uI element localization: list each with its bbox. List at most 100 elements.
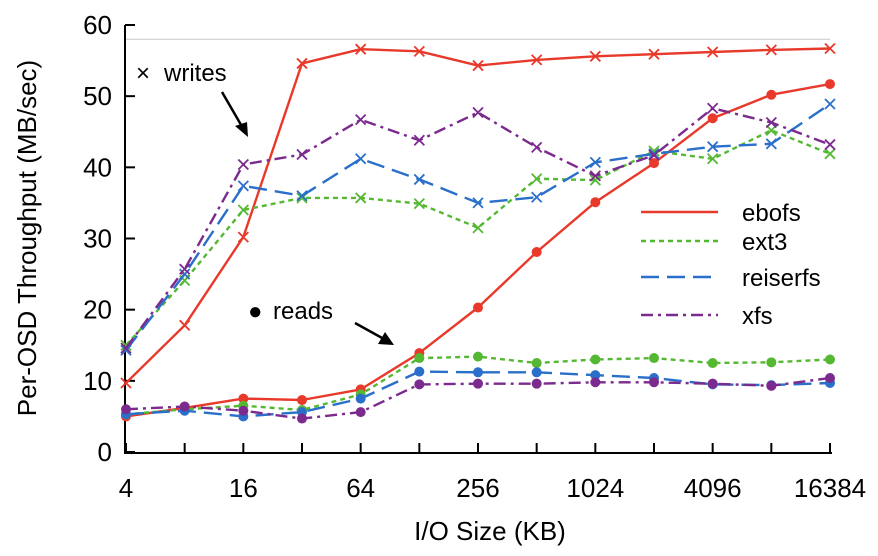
xfs-write-point: [179, 263, 191, 275]
series-layer: [120, 42, 836, 424]
reiserfs-read-point: [531, 367, 542, 378]
xfs-write-point: [824, 138, 836, 151]
xfs-write-point: [531, 141, 543, 154]
xfs-write-point: [237, 158, 249, 171]
axes: 0 10 20 30 40 50 60 4 16 64 256 1024 4096 16384: [83, 10, 866, 503]
xfs-read-point: [121, 404, 131, 415]
xfs-read-point: [590, 377, 601, 388]
x-axis-label: I/O Size (KB): [414, 516, 566, 546]
ext3-read-point: [766, 357, 777, 368]
y-tick-label: 30: [83, 224, 112, 254]
writes-arrow-shaft: [220, 91, 246, 131]
reiserfs-write-point: [355, 153, 367, 165]
xfs-read-point: [649, 377, 659, 388]
ebofs-read-point: [825, 79, 835, 90]
reads-symbol: ●: [248, 298, 263, 325]
xfs-write-point: [707, 102, 719, 114]
reiserfs-read-point: [355, 393, 366, 404]
xfs-write-point: [765, 116, 777, 129]
xfs-write-point: [472, 106, 484, 119]
reiserfs-write-point: [531, 191, 543, 203]
ebofs-write-point: [824, 42, 836, 55]
ebofs-write-point: [531, 54, 543, 66]
y-axis-label: Per-OSD Throughput (MB/sec): [12, 60, 42, 416]
legend-label-reiserfs: reiserfs: [742, 265, 821, 292]
reiserfs-write-point: [237, 180, 249, 192]
reiserfs-read-point: [414, 366, 425, 377]
reiserfs-write-point: [413, 173, 425, 186]
ext3-write-point: [355, 192, 367, 204]
xfs-write-point: [648, 149, 660, 161]
ebofs-read-point: [590, 197, 601, 208]
reiserfs-write-point: [179, 268, 191, 280]
legend-label-ebofs: ebofs: [742, 200, 801, 227]
y-tick-label: 20: [83, 295, 112, 325]
ebofs-write-point: [648, 48, 660, 60]
ebofs-write-point: [237, 231, 249, 243]
reiserfs-read-point: [590, 370, 601, 381]
ebofs-read-point: [473, 302, 483, 313]
xfs-read-point: [707, 378, 718, 389]
annotations: × writes ● reads: [136, 60, 394, 345]
ebofs-read-point: [238, 393, 249, 404]
ebofs-write-point: [413, 45, 425, 57]
xfs-read-point: [473, 378, 483, 389]
ebofs-read-point: [649, 158, 659, 169]
ebofs-writes-line: [125, 47, 831, 384]
x-tick-label: 256: [456, 473, 499, 503]
ebofs-write-point: [296, 57, 308, 70]
reiserfs-write-point: [707, 141, 719, 153]
xfs-read-point: [179, 401, 190, 412]
series-xfs: [120, 102, 836, 424]
ext3-read-point: [707, 358, 718, 369]
reiserfs-write-point: [765, 138, 777, 150]
writes-arrow-head: [235, 122, 248, 137]
ebofs-read-point: [707, 113, 718, 124]
xfs-read-point: [355, 407, 366, 418]
x-tick-label: 16: [229, 473, 258, 503]
ebofs-read-point: [297, 395, 307, 406]
x-tick-label: 16384: [794, 473, 866, 503]
ebofs-write-point: [355, 43, 367, 55]
legend-label-xfs: xfs: [742, 303, 773, 330]
ext3-read-point: [825, 354, 835, 365]
ext3-write-point: [472, 222, 484, 234]
ebofs-write-point: [589, 50, 601, 62]
reiserfs-write-point: [120, 344, 132, 356]
legend-label-ext3: ext3: [742, 229, 787, 256]
xfs-write-point: [355, 114, 367, 126]
xfs-write-point: [296, 148, 308, 161]
ext3-write-point: [707, 153, 719, 165]
ext3-write-point: [413, 197, 425, 210]
writes-annotation: writes: [163, 60, 227, 87]
ebofs-write-point: [707, 46, 719, 58]
xfs-write-point: [413, 134, 425, 146]
ext3-read-point: [414, 353, 425, 364]
reiserfs-read-point: [473, 367, 483, 378]
ext3-read-point: [590, 354, 601, 365]
y-tick-label: 40: [83, 152, 112, 182]
y-tick-label: 0: [98, 437, 112, 467]
xfs-write-point: [589, 170, 601, 182]
reiserfs-write-point: [589, 156, 601, 168]
ebofs-reads-line: [125, 82, 831, 418]
ebofs-read-point: [531, 247, 542, 258]
ext3-read-point: [531, 358, 542, 369]
y-tick-label: 50: [83, 81, 112, 111]
x-tick-label: 1024: [566, 473, 624, 503]
y-tick-label: 60: [83, 10, 112, 40]
reads-arrow-shaft: [354, 321, 385, 341]
y-tick-label: 10: [83, 366, 112, 396]
reiserfs-write-point: [296, 190, 308, 202]
ext3-write-point: [531, 173, 543, 185]
x-tick-label: 4: [119, 473, 133, 503]
series-ebofs: [120, 42, 836, 422]
reiserfs-write-point: [472, 197, 484, 209]
ext3-write-point: [589, 174, 601, 186]
xfs-read-point: [825, 372, 835, 383]
writes-symbol: ×: [136, 60, 150, 87]
ext3-write-point: [237, 204, 249, 216]
ebofs-write-point: [765, 44, 777, 56]
